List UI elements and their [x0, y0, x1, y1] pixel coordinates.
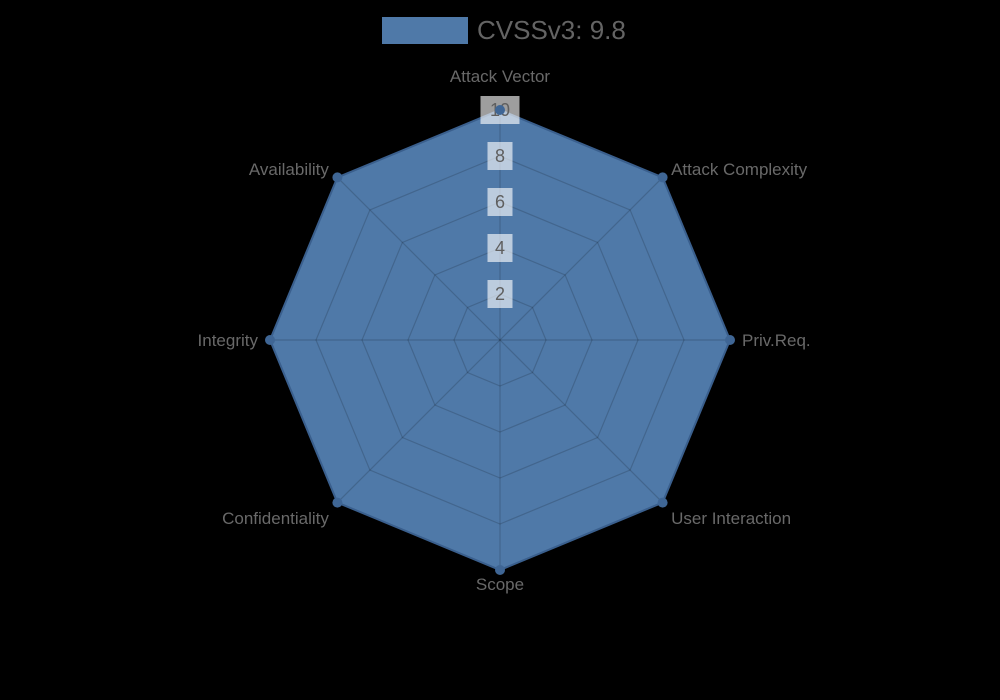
axis-label-user-interaction: User Interaction	[671, 509, 791, 528]
tick-label-2: 2	[495, 284, 505, 304]
tick-label-4: 4	[495, 238, 505, 258]
tick-label-8: 8	[495, 146, 505, 166]
legend-swatch	[382, 17, 468, 44]
legend-label: CVSSv3: 9.8	[477, 15, 626, 45]
radar-axis-labels: Attack Vector Attack Complexity Priv.Req. U…	[198, 67, 811, 594]
axis-label-attack-complexity: Attack Complexity	[671, 160, 808, 179]
radar-point-markers	[265, 105, 735, 575]
radar-tick-labels: 246810	[480, 96, 520, 308]
axis-label-integrity: Integrity	[198, 331, 259, 350]
axis-label-priv-req: Priv.Req.	[742, 331, 811, 350]
tick-label-6: 6	[495, 192, 505, 212]
legend-item[interactable]: CVSSv3: 9.8	[382, 17, 626, 44]
axis-label-availability: Availability	[249, 160, 330, 179]
axis-label-attack-vector: Attack Vector	[450, 67, 550, 86]
axis-label-scope: Scope	[476, 575, 524, 594]
axis-label-confidentiality: Confidentiality	[222, 509, 329, 528]
radar-data-polygon	[270, 110, 730, 570]
